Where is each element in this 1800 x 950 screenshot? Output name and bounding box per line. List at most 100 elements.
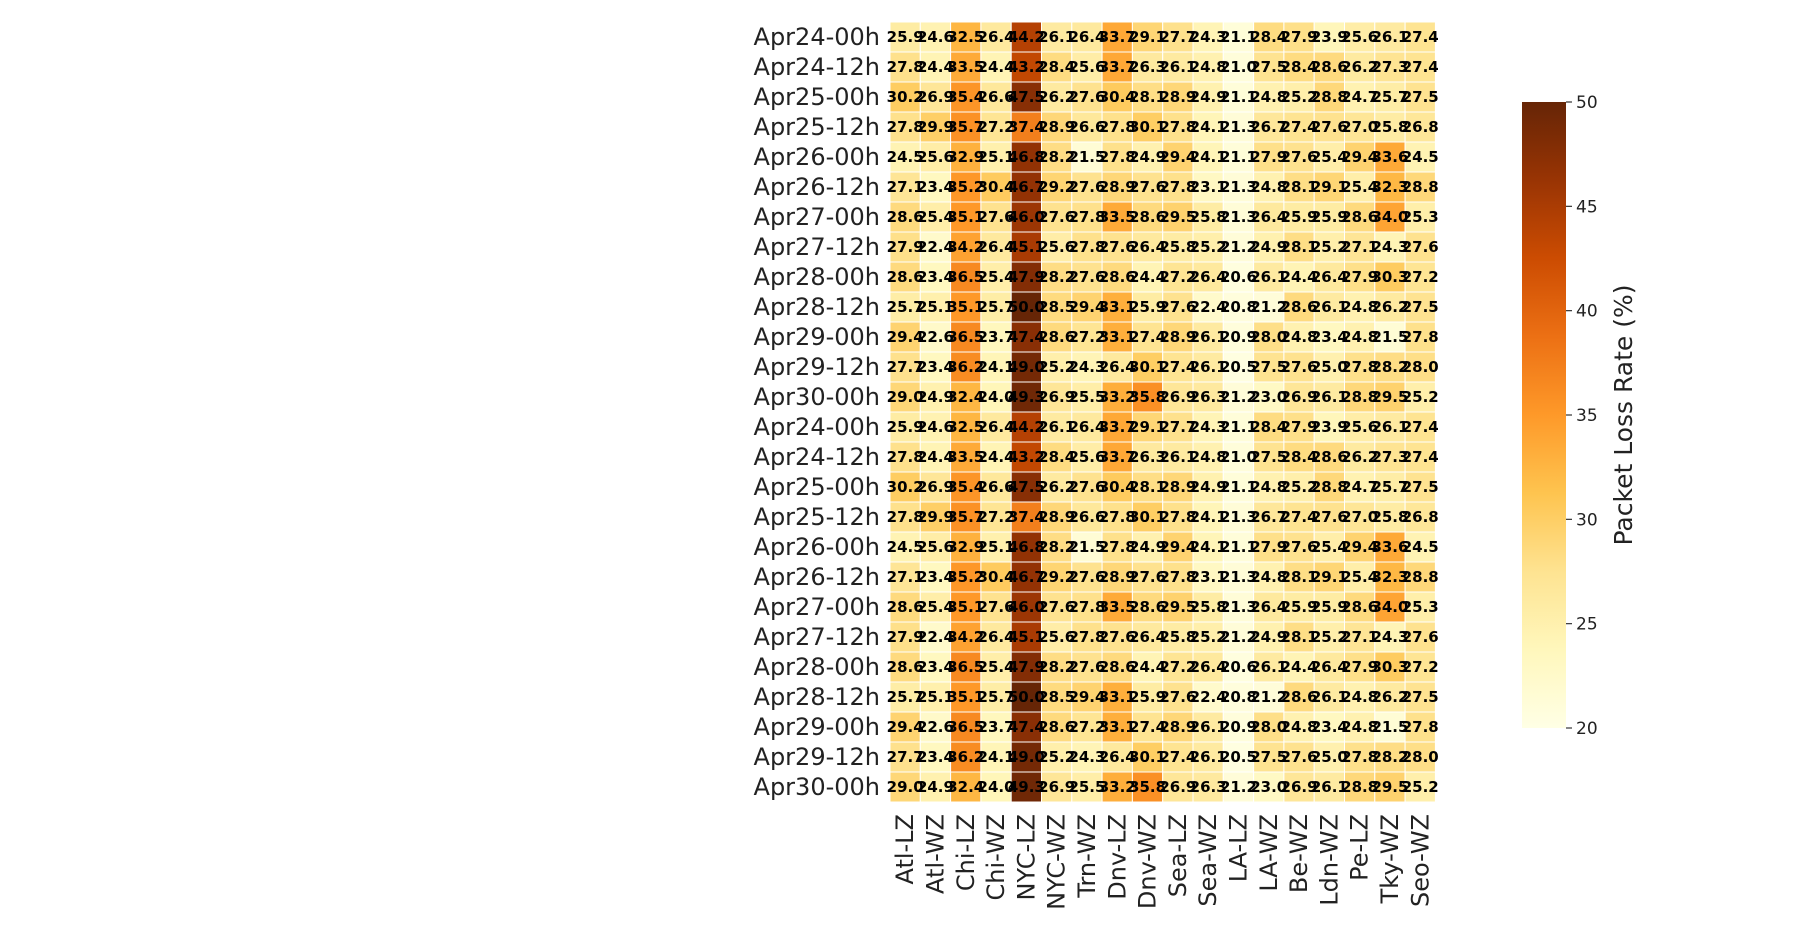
cell-value-label: 30.2 bbox=[887, 478, 924, 496]
cell-value-label: 28.4 bbox=[1281, 58, 1318, 76]
cell-value-label: 24.8 bbox=[1281, 328, 1318, 346]
heatmap-cell bbox=[950, 501, 982, 533]
cell-value-label: 24.9 bbox=[1190, 478, 1227, 496]
cell-value-label: 27.6 bbox=[1281, 148, 1318, 166]
cell-value-label: 28.9 bbox=[1038, 118, 1075, 136]
cell-value-label: 21.3 bbox=[1220, 508, 1257, 526]
cell-value-label: 25.1 bbox=[978, 148, 1015, 166]
cell-value-label: 24.0 bbox=[978, 388, 1015, 406]
cell-value-label: 20.9 bbox=[1220, 718, 1257, 736]
cell-value-label: 25.0 bbox=[1311, 748, 1348, 766]
cell-value-label: 35.7 bbox=[947, 508, 984, 526]
cell-value-label: 27.9 bbox=[887, 238, 924, 256]
heatmap-cell bbox=[1253, 171, 1285, 203]
cell-value-label: 28.6 bbox=[1038, 718, 1075, 736]
cell-value-label: 28.8 bbox=[1402, 568, 1439, 586]
cell-value-label: 24.5 bbox=[1402, 538, 1439, 556]
cell-value-label: 25.9 bbox=[1311, 598, 1348, 616]
heatmap-cell bbox=[980, 351, 1012, 383]
cell-value-label: 28.2 bbox=[1038, 658, 1075, 676]
heatmap-cell bbox=[1374, 411, 1406, 443]
cell-value-label: 26.9 bbox=[1159, 388, 1196, 406]
cell-value-label: 22.4 bbox=[1190, 298, 1227, 316]
cell-value-label: 24.8 bbox=[1250, 88, 1287, 106]
cell-value-label: 28.9 bbox=[1099, 568, 1136, 586]
heatmap-cell bbox=[950, 231, 982, 263]
heatmap-cell bbox=[1041, 21, 1073, 53]
cell-value-label: 25.4 bbox=[917, 598, 954, 616]
cell-value-label: 26.9 bbox=[917, 88, 954, 106]
heatmap-cell bbox=[1404, 771, 1436, 803]
y-tick-label: Apr24-00h bbox=[754, 23, 880, 51]
cell-value-label: 25.9 bbox=[1129, 688, 1166, 706]
heatmap-cell bbox=[1041, 381, 1073, 413]
heatmap-cell bbox=[919, 411, 952, 443]
y-tick-label: Apr27-00h bbox=[754, 593, 880, 621]
heatmap-cell bbox=[889, 711, 921, 743]
cell-value-label: 47.9 bbox=[1008, 658, 1045, 676]
heatmap-cell bbox=[1041, 81, 1073, 113]
heatmap-cell bbox=[950, 621, 982, 653]
cell-value-label: 26.4 bbox=[978, 628, 1015, 646]
cell-value-label: 35.1 bbox=[947, 688, 984, 706]
cell-value-label: 27.5 bbox=[1402, 478, 1439, 496]
heatmap-cell bbox=[1162, 681, 1194, 713]
cell-value-label: 47.4 bbox=[1008, 718, 1045, 736]
cell-value-label: 25.1 bbox=[917, 298, 954, 316]
colorbar-tick-label: 40 bbox=[1576, 302, 1598, 322]
cell-value-label: 26.1 bbox=[1250, 268, 1287, 286]
cell-value-label: 25.8 bbox=[1190, 598, 1227, 616]
heatmap-cell bbox=[980, 741, 1012, 773]
heatmap-cell bbox=[1101, 741, 1133, 773]
cell-value-label: 26.7 bbox=[1250, 118, 1287, 136]
heatmap-cell bbox=[1071, 591, 1103, 623]
cell-value-label: 25.2 bbox=[1038, 748, 1075, 766]
cell-value-label: 28.6 bbox=[887, 658, 924, 676]
heatmap-cell bbox=[1283, 501, 1315, 533]
cell-value-label: 26.1 bbox=[1190, 718, 1227, 736]
cell-value-label: 21.2 bbox=[1250, 688, 1287, 706]
cell-value-label: 27.8 bbox=[1068, 628, 1105, 646]
cell-value-label: 24.9 bbox=[1250, 238, 1287, 256]
heatmap-cell bbox=[1253, 231, 1285, 263]
cell-value-label: 35.1 bbox=[947, 598, 984, 616]
y-tick-label: Apr28-00h bbox=[754, 263, 880, 291]
heatmap-cell bbox=[1162, 111, 1194, 143]
cell-value-label: 27.5 bbox=[1402, 88, 1439, 106]
cell-value-label: 27.4 bbox=[1129, 718, 1166, 736]
heatmap-cell bbox=[980, 141, 1012, 173]
cell-value-label: 25.1 bbox=[978, 538, 1015, 556]
cell-value-label: 28.6 bbox=[1341, 598, 1378, 616]
cell-value-label: 26.7 bbox=[1250, 508, 1287, 526]
cell-value-label: 25.2 bbox=[1190, 238, 1227, 256]
cell-value-label: 26.1 bbox=[1311, 298, 1348, 316]
cell-value-label: 28.4 bbox=[1250, 418, 1287, 436]
cell-value-label: 26.4 bbox=[1190, 658, 1227, 676]
cell-value-label: 29.5 bbox=[1159, 208, 1196, 226]
heatmap-cell bbox=[1253, 201, 1285, 233]
cell-value-label: 27.3 bbox=[1371, 448, 1408, 466]
cell-value-label: 25.2 bbox=[1311, 238, 1348, 256]
cell-value-label: 25.0 bbox=[1311, 358, 1348, 376]
heatmap-cell bbox=[1404, 141, 1436, 173]
heatmap-cell bbox=[1101, 21, 1133, 53]
heatmap-cell bbox=[1041, 291, 1073, 323]
cell-value-label: 24.8 bbox=[1281, 718, 1318, 736]
heatmap-cell bbox=[1374, 501, 1406, 533]
cell-value-label: 27.6 bbox=[1159, 298, 1196, 316]
cell-value-label: 23.9 bbox=[1311, 28, 1348, 46]
y-tick-label: Apr28-12h bbox=[754, 683, 880, 711]
heatmap-cell bbox=[950, 381, 982, 413]
cell-value-label: 26.6 bbox=[1068, 508, 1105, 526]
cell-value-label: 37.4 bbox=[1008, 118, 1045, 136]
y-tick-label: Apr27-00h bbox=[754, 203, 880, 231]
heatmap-cell bbox=[919, 651, 952, 683]
heatmap-cell bbox=[1313, 651, 1345, 683]
cell-value-label: 33.5 bbox=[1099, 208, 1136, 226]
cell-value-label: 25.4 bbox=[1341, 568, 1378, 586]
cell-value-label: 23.4 bbox=[917, 658, 954, 676]
cell-value-label: 26.1 bbox=[1190, 328, 1227, 346]
heatmap-cell bbox=[1131, 711, 1164, 743]
